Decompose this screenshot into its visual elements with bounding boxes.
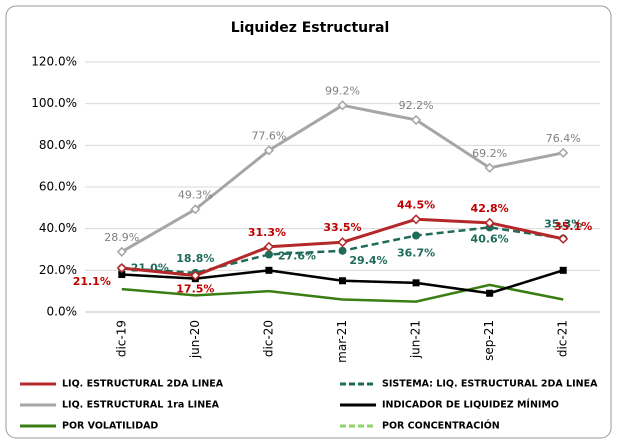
data-label: 21.1% <box>73 275 111 288</box>
x-tick-label: dic-21 <box>556 320 570 357</box>
y-tick-label: 0.0% <box>47 305 78 319</box>
marker <box>338 246 347 255</box>
line <box>121 283 564 303</box>
data-label: 18.8% <box>176 252 214 265</box>
series <box>116 214 569 281</box>
x-tick-label: jun-21 <box>409 320 423 359</box>
data-label: 28.9% <box>104 231 139 244</box>
series <box>121 283 564 303</box>
x-tick-label: sep-21 <box>482 320 496 361</box>
legend-label: LIQ. ESTRUCTURAL 2DA LINEA <box>62 379 224 390</box>
marker <box>484 217 495 228</box>
marker <box>264 250 273 259</box>
x-tick-label: dic-20 <box>261 320 275 357</box>
marker <box>412 279 420 287</box>
data-label: 92.2% <box>399 99 434 112</box>
y-tick-label: 100.0% <box>31 96 77 110</box>
y-tick-label: 20.0% <box>39 263 77 277</box>
legend-label: INDICADOR DE LIQUIDEZ MÍNIMO <box>382 399 559 411</box>
marker <box>337 237 348 248</box>
data-label: 29.4% <box>349 254 387 267</box>
data-label: 69.2% <box>472 147 507 160</box>
marker <box>486 289 494 297</box>
marker <box>116 246 127 257</box>
data-label: 31.3% <box>248 226 286 239</box>
marker <box>265 266 273 274</box>
marker <box>559 266 567 274</box>
marker <box>411 214 422 225</box>
marker <box>263 241 274 252</box>
y-tick-label: 80.0% <box>39 138 77 152</box>
data-label: 40.6% <box>471 232 509 245</box>
marker <box>558 233 569 244</box>
x-tick-label: jun-20 <box>188 320 202 359</box>
y-tick-label: 60.0% <box>39 180 77 194</box>
data-label: 44.5% <box>397 198 435 211</box>
data-label: 49.3% <box>178 188 213 201</box>
marker <box>484 162 495 173</box>
data-label: 33.5% <box>323 221 361 234</box>
data-label: 27.6% <box>278 250 316 263</box>
marker <box>339 277 346 285</box>
data-label: 35.1% <box>554 220 592 233</box>
data-label: 99.2% <box>325 84 360 97</box>
marker <box>118 271 126 278</box>
series <box>116 100 569 257</box>
marker <box>337 100 348 111</box>
legend-label: SISTEMA: LIQ. ESTRUCTURAL 2DA LINEA <box>382 379 598 390</box>
y-tick-label: 40.0% <box>39 221 77 235</box>
chart-title: Liquidez Estructural <box>231 20 390 36</box>
data-label: 35.3% <box>544 217 582 230</box>
marker <box>558 147 569 158</box>
legend-label: POR CONCENTRACIÓN <box>382 420 500 432</box>
marker <box>190 204 201 215</box>
x-tick-label: mar-21 <box>335 320 349 363</box>
y-tick-label: 120.0% <box>31 55 77 69</box>
marker <box>263 145 274 156</box>
data-label: 17.5% <box>176 283 214 296</box>
marker <box>411 114 422 125</box>
legend-label: POR VOLATILIDAD <box>62 421 158 432</box>
marker <box>116 262 127 274</box>
marker <box>190 270 201 281</box>
x-tick-label: dic-19 <box>114 320 128 357</box>
data-label: 76.4% <box>546 132 581 145</box>
marker <box>412 231 421 240</box>
data-label: 42.8% <box>471 202 509 215</box>
legend-label: LIQ. ESTRUCTURAL 1ra LINEA <box>62 400 220 411</box>
data-label: 77.6% <box>251 129 286 142</box>
chart-border <box>5 5 612 439</box>
data-label: 36.7% <box>397 247 435 260</box>
